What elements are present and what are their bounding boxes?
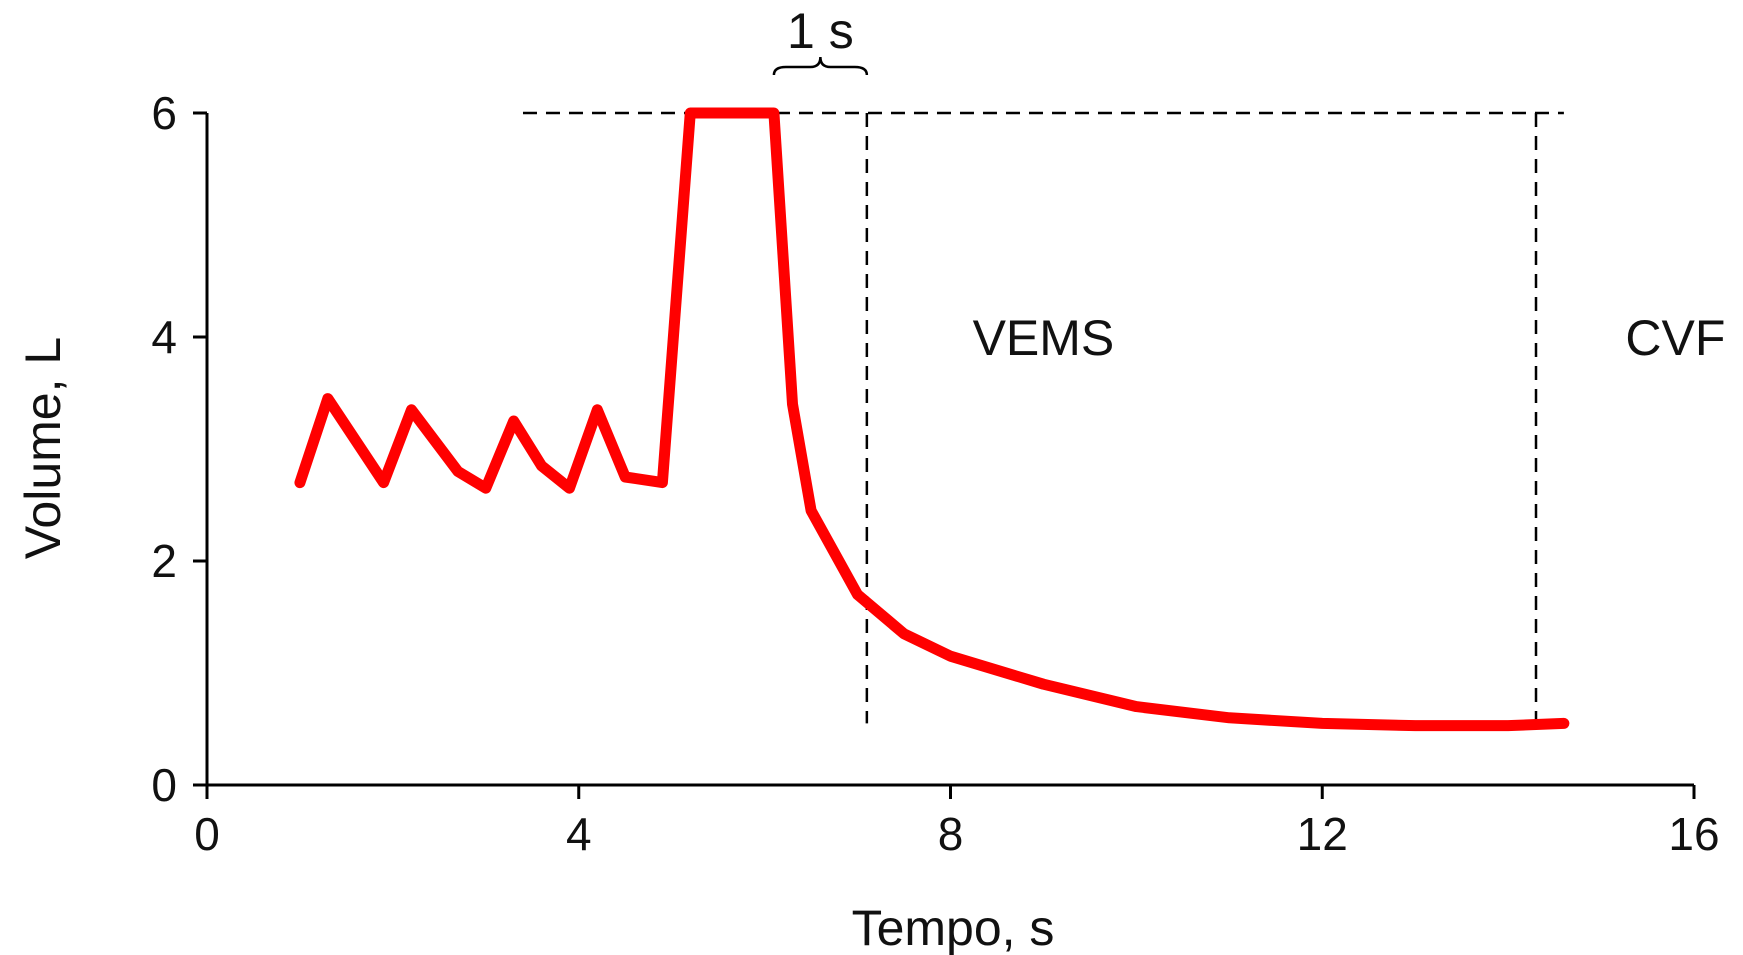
y-axis-title: Volume, L: [15, 337, 71, 559]
y-tick-label: 6: [151, 87, 177, 139]
x-tick-label: 12: [1297, 808, 1348, 860]
x-tick-label: 8: [938, 808, 964, 860]
volume-curve: [294, 107, 1570, 732]
y-tick-label: 2: [151, 535, 177, 587]
bracket-label: 1 s: [787, 3, 854, 59]
x-tick-label: 0: [194, 808, 220, 860]
axes: 0 4 8 12 16 0 2 4 6: [151, 87, 1719, 860]
one-second-bracket: [772, 56, 869, 76]
annotation-cvf: CVF: [1625, 310, 1725, 366]
x-tick-label: 16: [1668, 808, 1719, 860]
x-tick-label: 4: [566, 808, 592, 860]
series-layer: [294, 107, 1570, 732]
annotation-vems: VEMS: [973, 310, 1115, 366]
y-tick-label: 0: [151, 759, 177, 811]
y-tick-label: 4: [151, 311, 177, 363]
annotations: 1 s VEMS CVF: [772, 3, 1725, 366]
x-axis-title: Tempo, s: [852, 900, 1055, 955]
